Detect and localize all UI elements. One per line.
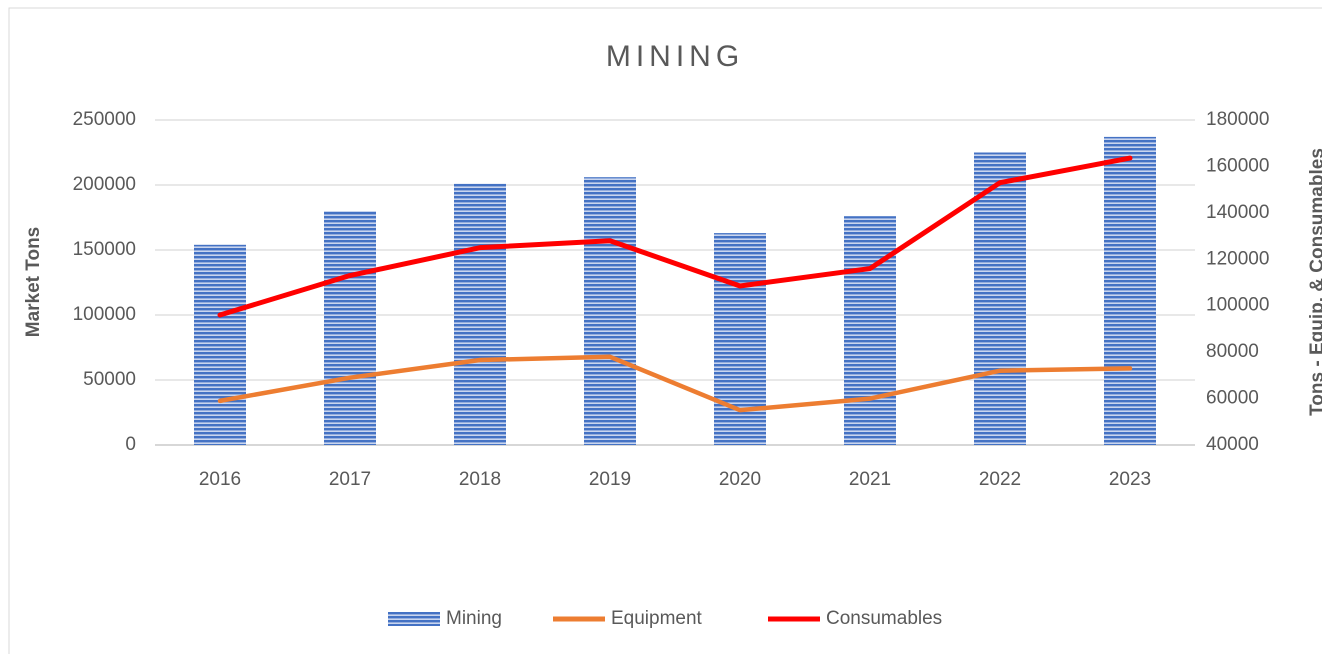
bar: [714, 233, 766, 445]
x-tick-label: 2016: [199, 469, 241, 490]
y2-tick-label: 160000: [1206, 155, 1269, 176]
y2-tick-label: 60000: [1206, 388, 1259, 409]
y-tick-label: 150000: [73, 239, 136, 260]
chart-border: [8, 7, 1322, 654]
bar: [324, 211, 376, 445]
legend-label: Equipment: [611, 608, 703, 629]
bar: [844, 216, 896, 445]
y-tick-label: 250000: [73, 109, 136, 130]
line: [217, 155, 1133, 318]
x-tick-label: 2020: [719, 469, 761, 490]
y-tick-label: 50000: [83, 369, 136, 390]
x-tick-label: 2023: [1109, 469, 1151, 490]
bar: [1104, 136, 1156, 445]
y-tick-label: 200000: [73, 174, 136, 195]
bar: [194, 244, 246, 445]
y-tick-label: 0: [125, 434, 136, 455]
y2-tick-label: 180000: [1206, 109, 1269, 130]
x-tick-label: 2017: [329, 469, 371, 490]
y-axis-title: Market Tons: [23, 227, 44, 338]
bar: [454, 183, 506, 445]
legend-label: Mining: [446, 608, 502, 629]
bar: [584, 177, 636, 445]
legend-label: Consumables: [826, 608, 942, 629]
y2-axis-title: Tons - Equip. & Consumables: [1307, 148, 1322, 416]
x-tick-label: 2021: [849, 469, 891, 490]
y-tick-label: 100000: [73, 304, 136, 325]
x-tick-label: 2019: [589, 469, 631, 490]
y2-tick-label: 40000: [1206, 434, 1259, 455]
x-tick-label: 2018: [459, 469, 501, 490]
y2-tick-label: 120000: [1206, 248, 1269, 269]
y2-tick-label: 140000: [1206, 202, 1269, 223]
bar: [974, 152, 1026, 445]
line: [217, 354, 1133, 413]
y2-tick-label: 100000: [1206, 295, 1269, 316]
y2-tick-label: 80000: [1206, 341, 1259, 362]
legend-swatch: [388, 612, 440, 626]
x-tick-label: 2022: [979, 469, 1021, 490]
chart-title: MINING: [606, 40, 744, 73]
